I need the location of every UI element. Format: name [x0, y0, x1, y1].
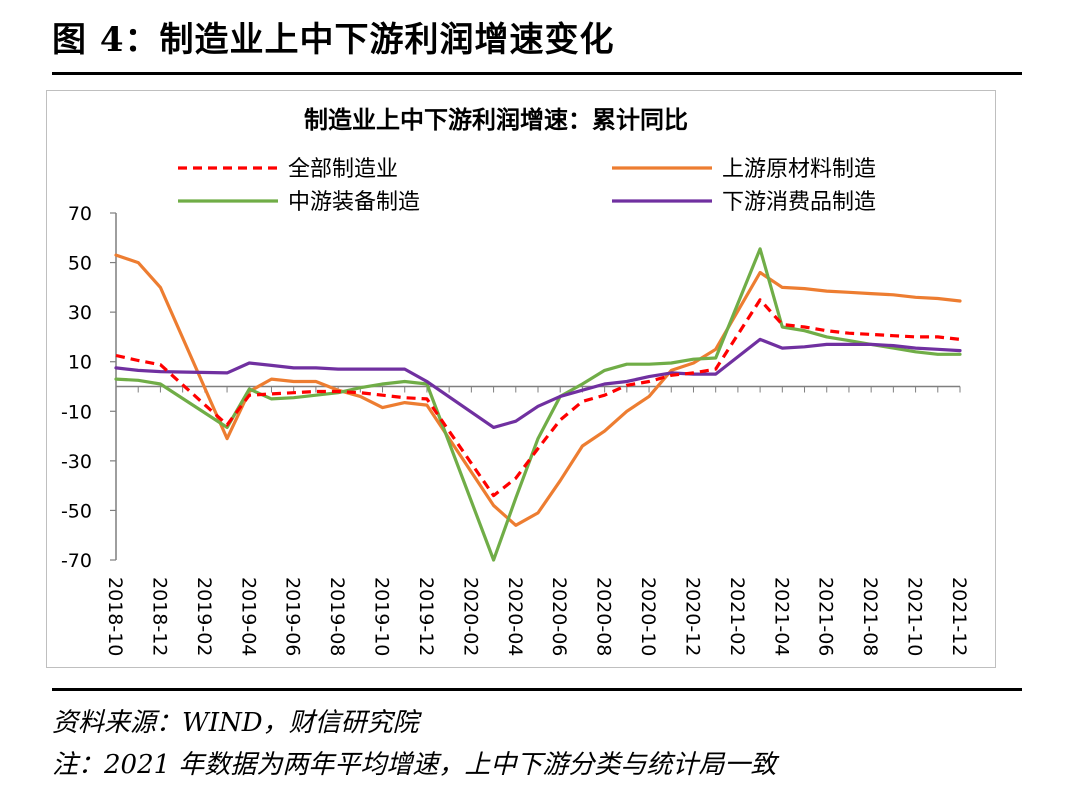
series-line-midstream — [114, 247, 962, 562]
x-tick-label: 2021-10 — [904, 577, 926, 656]
y-tick-label: 70 — [68, 203, 92, 225]
x-tick-label: 2020-12 — [681, 577, 703, 656]
x-tick-label: 2020-02 — [459, 577, 481, 656]
y-tick-label: -50 — [61, 500, 92, 522]
y-tick-label: 30 — [68, 302, 92, 324]
remark-note: 注：2021 年数据为两年平均增速，上中下游分类与统计局一致 — [52, 750, 777, 780]
x-tick-label: 2021-12 — [948, 577, 970, 656]
y-tick-label: 10 — [68, 352, 92, 374]
chart-title: 制造业上中下游利润增速：累计同比 — [304, 106, 688, 134]
x-tick-label: 2018-12 — [148, 577, 170, 656]
x-tick-label: 2021-06 — [815, 577, 837, 656]
legend-label-all: 全部制造业 — [288, 157, 398, 182]
chart-frame — [46, 90, 996, 668]
series-line-all — [115, 298, 961, 498]
y-tick-label: 50 — [68, 253, 92, 275]
series-line-upstream — [114, 253, 962, 527]
x-tick-label: 2020-08 — [593, 577, 615, 656]
top-rule — [52, 72, 1022, 75]
legend-label-downstream: 下游消费品制造 — [722, 190, 876, 215]
x-tick-label: 2019-06 — [282, 577, 304, 656]
x-tick-label: 2019-04 — [237, 577, 259, 656]
y-tick-label: -70 — [61, 550, 92, 572]
x-tick-label: 2021-04 — [770, 577, 792, 656]
series-line-downstream — [114, 337, 962, 429]
x-tick-label: 2020-10 — [637, 577, 659, 656]
source-note: 资料来源：WIND，财信研究院 — [52, 708, 419, 738]
axes: 70 50 30 10 -10 -30 -50 -70 2018-10 2018-12 2019-0… — [61, 203, 970, 656]
bottom-rule — [52, 688, 1022, 691]
series-layer — [114, 247, 962, 562]
figure-title: 图 4：制造业上中下游利润增速变化 — [52, 20, 615, 60]
y-tick-label: -10 — [61, 401, 92, 423]
legend-label-midstream: 中游装备制造 — [288, 190, 420, 215]
x-tick-label: 2019-12 — [415, 577, 437, 656]
x-tick-label: 2019-10 — [371, 577, 393, 656]
legend-label-upstream: 上游原材料制造 — [722, 157, 876, 182]
x-tick-label: 2020-04 — [504, 577, 526, 656]
x-tick-label: 2020-06 — [548, 577, 570, 656]
x-tick-label: 2019-02 — [193, 577, 215, 656]
y-tick-label: -30 — [61, 451, 92, 473]
x-tick-label: 2021-08 — [859, 577, 881, 656]
x-tick-label: 2018-10 — [104, 577, 126, 656]
x-tick-label: 2019-08 — [326, 577, 348, 656]
x-tick-label: 2021-02 — [726, 577, 748, 656]
